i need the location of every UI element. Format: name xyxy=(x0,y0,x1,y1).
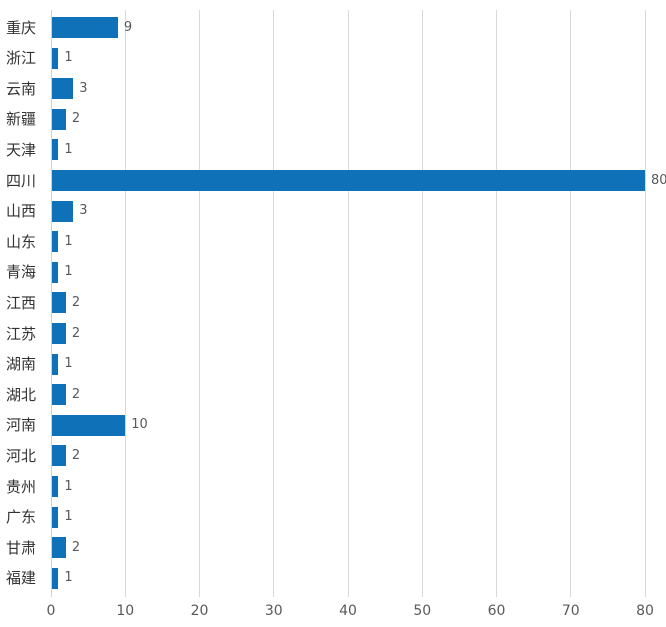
category-label: 山西 xyxy=(6,202,37,221)
value-label: 1 xyxy=(64,356,73,372)
bar[interactable] xyxy=(52,78,74,100)
bar[interactable] xyxy=(52,445,66,467)
category-label: 河南 xyxy=(6,416,37,435)
x-tick-label: 80 xyxy=(636,603,654,619)
gridline xyxy=(347,10,349,597)
value-label: 10 xyxy=(131,417,148,433)
bar[interactable] xyxy=(52,414,126,436)
category-label: 广东 xyxy=(6,508,37,527)
bar[interactable] xyxy=(52,384,66,406)
category-label: 湖北 xyxy=(6,385,37,404)
value-label: 1 xyxy=(64,264,73,280)
category-label: 湖南 xyxy=(6,355,37,374)
bar[interactable] xyxy=(52,108,66,130)
gridline xyxy=(421,10,423,597)
value-label: 9 xyxy=(123,19,133,35)
bar[interactable] xyxy=(52,200,74,222)
x-tick-label: 50 xyxy=(413,603,432,619)
category-label: 河北 xyxy=(6,446,37,465)
bar[interactable] xyxy=(52,47,59,69)
x-tick-label: 0 xyxy=(46,603,56,619)
bar[interactable] xyxy=(52,537,66,559)
bar[interactable] xyxy=(52,506,59,528)
value-label: 1 xyxy=(64,233,73,249)
bar[interactable] xyxy=(52,231,59,253)
category-label: 贵州 xyxy=(6,477,37,496)
gridline xyxy=(644,10,646,597)
value-label: 2 xyxy=(71,447,81,463)
gridline xyxy=(273,10,275,597)
category-label: 云南 xyxy=(6,79,37,98)
value-label: 2 xyxy=(71,325,81,341)
category-label: 甘肃 xyxy=(6,538,37,557)
bar[interactable] xyxy=(52,292,66,314)
x-tick-label: 70 xyxy=(561,603,580,619)
gridline xyxy=(124,10,126,597)
bar[interactable] xyxy=(52,17,118,38)
category-label: 天津 xyxy=(6,140,37,159)
value-label: 2 xyxy=(71,539,81,555)
x-tick-label: 10 xyxy=(116,603,135,619)
value-axis-line xyxy=(50,10,52,597)
value-label: 2 xyxy=(71,294,81,310)
x-tick-label: 60 xyxy=(487,603,506,619)
gridline xyxy=(199,10,200,597)
x-tick-label: 40 xyxy=(339,603,357,619)
value-label: 1 xyxy=(64,509,73,525)
value-label: 2 xyxy=(71,386,81,402)
value-label: 1 xyxy=(64,570,73,586)
value-label: 1 xyxy=(64,141,73,157)
bar[interactable] xyxy=(52,170,645,191)
category-label: 山东 xyxy=(6,232,37,251)
category-label: 浙江 xyxy=(6,49,37,68)
value-label: 3 xyxy=(79,80,88,96)
category-label: 江西 xyxy=(6,293,37,312)
x-tick-label: 20 xyxy=(190,603,209,619)
category-label: 青海 xyxy=(6,263,37,282)
value-label: 1 xyxy=(64,478,73,494)
category-label: 福建 xyxy=(6,569,37,588)
category-label: 重庆 xyxy=(6,18,37,37)
value-label: 80 xyxy=(651,172,666,188)
gridline xyxy=(496,10,497,597)
bar[interactable] xyxy=(52,139,59,161)
gridline xyxy=(570,10,572,597)
bar[interactable] xyxy=(52,353,59,375)
bar[interactable] xyxy=(52,261,59,283)
value-label: 3 xyxy=(79,203,88,219)
category-label: 江苏 xyxy=(6,324,37,343)
category-label: 新疆 xyxy=(6,110,37,129)
x-tick-label: 30 xyxy=(264,603,283,619)
category-label: 四川 xyxy=(6,171,37,190)
bar[interactable] xyxy=(52,323,66,344)
bar[interactable] xyxy=(52,567,59,589)
value-label: 1 xyxy=(64,50,73,66)
bar[interactable] xyxy=(52,476,59,497)
value-label: 2 xyxy=(71,111,81,127)
